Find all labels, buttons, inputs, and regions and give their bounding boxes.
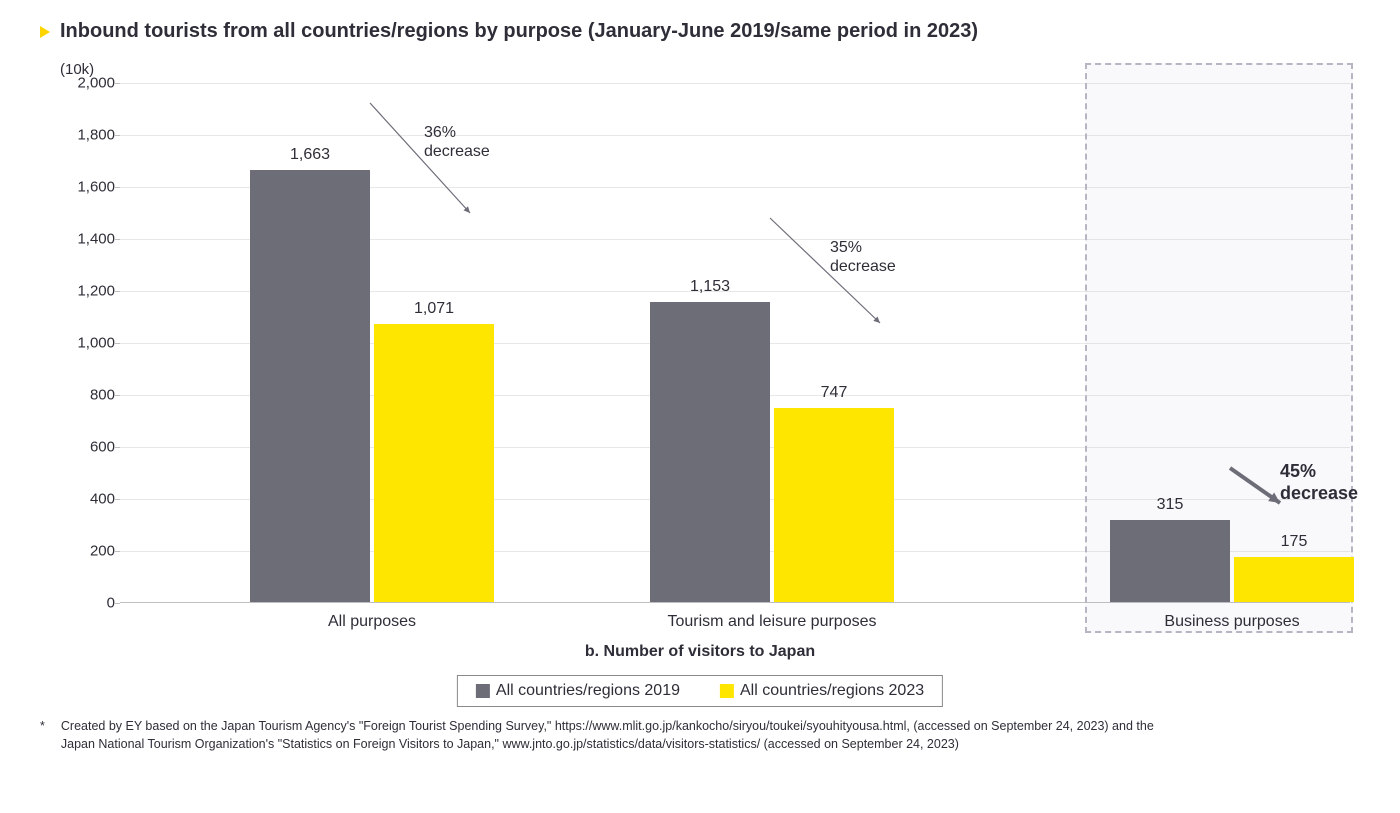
- bar: 315: [1110, 520, 1230, 602]
- legend-swatch-icon: [720, 684, 734, 698]
- y-tick-mark: [115, 187, 120, 188]
- category-label: Tourism and leisure purposes: [650, 613, 894, 631]
- y-tick-label: 200: [60, 543, 115, 560]
- legend-label: All countries/regions 2019: [496, 682, 680, 700]
- grid-line: [120, 135, 1350, 136]
- title-bullet-icon: [40, 26, 50, 38]
- bar-value-label: 315: [1110, 496, 1230, 514]
- y-tick-label: 1,200: [60, 283, 115, 300]
- footnote-star: *: [40, 718, 45, 753]
- bar: 175: [1234, 557, 1354, 603]
- plot-region: 02004006008001,0001,2001,4001,6001,8002,…: [120, 83, 1350, 603]
- title-row: Inbound tourists from all countries/regi…: [40, 20, 1360, 43]
- legend-item: All countries/regions 2023: [720, 682, 924, 700]
- y-tick-label: 1,600: [60, 179, 115, 196]
- y-tick-label: 0: [60, 595, 115, 612]
- chart-area: (10k) 02004006008001,0001,2001,4001,6001…: [50, 83, 1350, 673]
- y-tick-mark: [115, 499, 120, 500]
- bar: 747: [774, 408, 894, 602]
- legend-swatch-icon: [476, 684, 490, 698]
- annotation-label: 45% decrease: [1280, 461, 1358, 504]
- y-tick-label: 800: [60, 387, 115, 404]
- y-tick-label: 600: [60, 439, 115, 456]
- bar: 1,071: [374, 324, 494, 602]
- bar: 1,663: [250, 170, 370, 602]
- bar: 1,153: [650, 302, 770, 602]
- bar-value-label: 175: [1234, 533, 1354, 551]
- chart-title: Inbound tourists from all countries/regi…: [60, 20, 978, 43]
- legend-item: All countries/regions 2019: [476, 682, 680, 700]
- y-tick-mark: [115, 603, 120, 604]
- y-tick-mark: [115, 83, 120, 84]
- y-tick-label: 1,800: [60, 127, 115, 144]
- bar-value-label: 747: [774, 384, 894, 402]
- y-tick-mark: [115, 239, 120, 240]
- y-tick-mark: [115, 395, 120, 396]
- annotation-label: 36% decrease: [424, 123, 490, 161]
- y-tick-mark: [115, 135, 120, 136]
- y-tick-label: 400: [60, 491, 115, 508]
- y-tick-mark: [115, 291, 120, 292]
- category-label: Business purposes: [1110, 613, 1354, 631]
- legend-label: All countries/regions 2023: [740, 682, 924, 700]
- category-label: All purposes: [250, 613, 494, 631]
- bar-value-label: 1,071: [374, 300, 494, 318]
- legend: All countries/regions 2019 All countries/…: [457, 675, 943, 707]
- y-tick-label: 2,000: [60, 75, 115, 92]
- y-tick-mark: [115, 551, 120, 552]
- y-tick-mark: [115, 343, 120, 344]
- bar-value-label: 1,153: [650, 278, 770, 296]
- y-tick-label: 1,000: [60, 335, 115, 352]
- chart-subtitle: b. Number of visitors to Japan: [50, 643, 1350, 661]
- y-tick-mark: [115, 447, 120, 448]
- annotation-label: 35% decrease: [830, 238, 896, 276]
- bar-value-label: 1,663: [250, 146, 370, 164]
- footnote-text: Created by EY based on the Japan Tourism…: [61, 718, 1154, 753]
- y-tick-label: 1,400: [60, 231, 115, 248]
- footnote: * Created by EY based on the Japan Touri…: [40, 718, 1360, 753]
- grid-line: [120, 83, 1350, 84]
